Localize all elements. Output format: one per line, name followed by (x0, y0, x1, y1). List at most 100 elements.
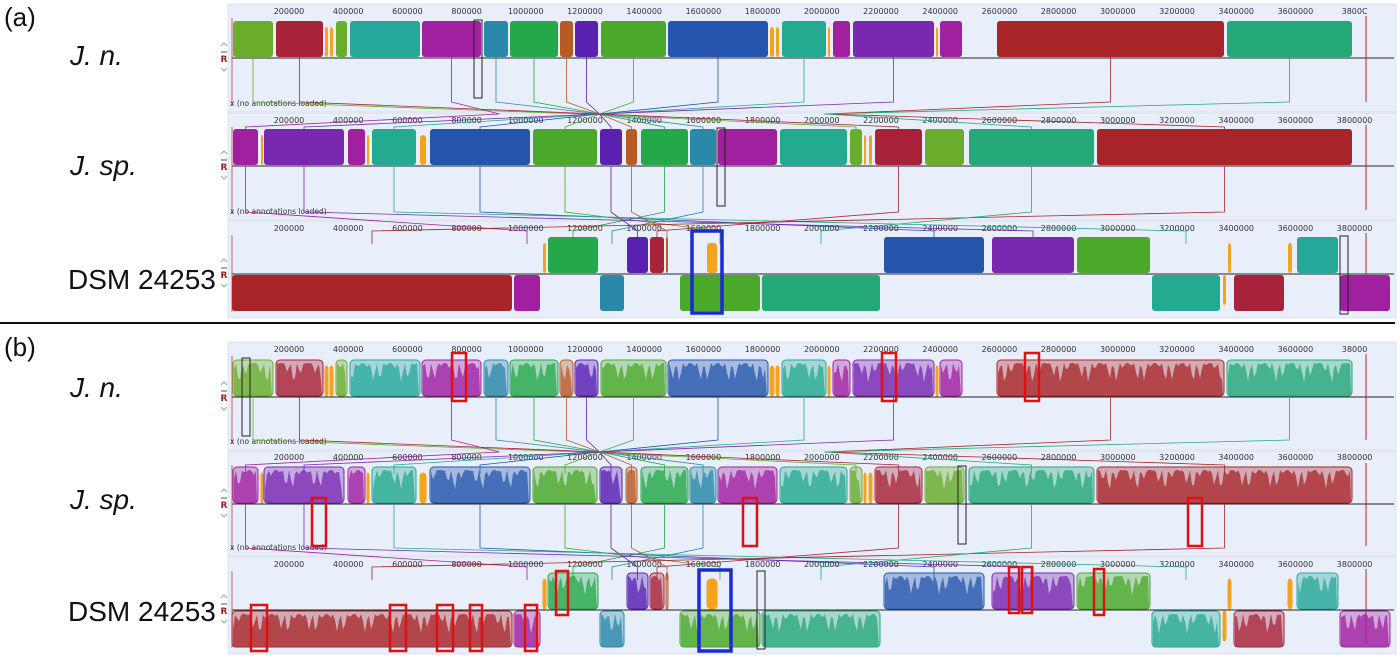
lcb-block (422, 21, 481, 57)
lcb-block (1152, 275, 1220, 311)
lcb-connector (824, 395, 1290, 474)
ruler-tick-label: 1000000 (508, 453, 544, 462)
ruler-tick-label: 3600000 (1278, 116, 1314, 125)
ruler-tick-label: 2000000 (804, 345, 840, 354)
lcb-block (1297, 237, 1338, 273)
ruler-tick-label: 1800000 (745, 224, 781, 233)
similarity-profile (1153, 614, 1219, 647)
lcb-connector (820, 504, 1032, 580)
lcb-connector (479, 504, 935, 580)
ruler-tick-label: 2800000 (1041, 560, 1077, 569)
lcb-block (533, 129, 597, 165)
lcb-block (1288, 243, 1292, 273)
lcb-block (853, 21, 934, 57)
ruler-tick-label: 1200000 (567, 7, 603, 16)
reverse-button[interactable]: R (221, 271, 228, 281)
ruler-tick-label: 800000 (451, 7, 482, 16)
lcb-connector (303, 395, 894, 474)
similarity-profile (834, 363, 849, 396)
lcb-connector (245, 395, 500, 474)
ruler-tick-label: 2800000 (1041, 7, 1077, 16)
similarity-profile (1228, 363, 1351, 396)
ruler-tick-label: 2000000 (804, 224, 840, 233)
ruler-tick-label: 3600000 (1278, 560, 1314, 569)
similarity-profile (669, 363, 767, 396)
similarity-profile (561, 363, 572, 396)
lcb-block (260, 472, 264, 504)
similarity-profile (534, 470, 596, 503)
cursor-marker (957, 465, 967, 545)
ruler-tick-label: 3400000 (1218, 345, 1254, 354)
similarity-profile (926, 470, 963, 503)
annotation-note: x (no annotations loaded) (230, 207, 327, 216)
lcb-block (324, 365, 329, 397)
ruler-tick-label: 2600000 (982, 345, 1018, 354)
highlight-box-blue (690, 229, 724, 315)
genome-label-jsp-b: J. sp. (70, 484, 137, 515)
ruler-tick-label: 400000 (333, 453, 364, 462)
similarity-profile (627, 470, 636, 503)
ruler-tick-label: 2200000 (863, 453, 899, 462)
ruler-tick-label: 400000 (333, 345, 364, 354)
lcb-block (1077, 237, 1150, 273)
scroll-up-icon (220, 150, 228, 155)
ruler-tick-label: 2000000 (804, 7, 840, 16)
ruler-tick-label: 3000000 (1100, 116, 1136, 125)
similarity-profile (1298, 576, 1337, 609)
ruler-tick-label: 3600000 (1278, 224, 1314, 233)
lcb-block (1228, 243, 1231, 273)
similarity-profile (941, 363, 961, 396)
lcb-block (367, 135, 369, 165)
ruler-tick-label: 3400000 (1218, 453, 1254, 462)
reverse-button[interactable]: R (221, 607, 228, 617)
lcb-connector (245, 166, 528, 244)
ruler-tick-label: 1000000 (508, 224, 544, 233)
lcb-block (1227, 578, 1232, 610)
similarity-profile (601, 614, 623, 647)
highlight-box-red (1186, 496, 1204, 548)
lcb-block (325, 27, 328, 57)
lcb-connector (245, 56, 500, 136)
annotation-note: x (no annotations loaded) (230, 437, 327, 446)
scroll-up-icon (220, 42, 228, 47)
reverse-button[interactable]: R (221, 501, 228, 511)
ruler-tick-label: 3400000 (1218, 560, 1254, 569)
reverse-button[interactable]: R (221, 55, 228, 65)
lcb-block (348, 129, 365, 165)
reverse-button[interactable]: R (221, 394, 228, 404)
ruler-tick-label: 3200000 (1159, 453, 1195, 462)
lcb-connector (572, 504, 665, 580)
ruler-tick-label: 2800000 (1041, 116, 1077, 125)
lcb-block (261, 135, 263, 165)
scroll-down-icon (220, 67, 228, 72)
scroll-down-icon (220, 513, 228, 518)
ruler-tick-label: 2600000 (982, 7, 1018, 16)
ruler-tick-label: 400000 (333, 560, 364, 569)
similarity-profile (1341, 614, 1389, 647)
cursor-marker (473, 19, 483, 99)
lcb-block (1223, 275, 1226, 305)
scroll-down-icon (220, 283, 228, 288)
lcb-block (601, 21, 666, 57)
ruler-tick-label: 600000 (392, 224, 423, 233)
ruler-tick-label: 2200000 (863, 345, 899, 354)
ruler-tick-label: 38000 (1342, 345, 1367, 354)
ruler-tick-label: 1400000 (626, 116, 662, 125)
ruler-tick-label: 2600000 (982, 560, 1018, 569)
ruler-tick-label: 3000000 (1100, 560, 1136, 569)
reverse-button[interactable]: R (221, 163, 228, 173)
similarity-profile (485, 363, 507, 396)
highlight-box-red (741, 496, 759, 548)
ruler-tick-label: 600000 (392, 116, 423, 125)
lcb-block (600, 275, 624, 311)
ruler-tick-label: 1600000 (686, 345, 722, 354)
ruler-tick-label: 3400000 (1218, 224, 1254, 233)
highlight-box-red (554, 569, 570, 617)
ruler-tick-label: 800000 (451, 345, 482, 354)
similarity-profile (651, 576, 663, 609)
lcb-block (233, 129, 258, 165)
lcb-block (650, 237, 664, 273)
ruler-tick-label: 200000 (274, 7, 305, 16)
genome-label-jsp-a: J. sp. (70, 150, 137, 181)
similarity-profile (549, 576, 597, 609)
